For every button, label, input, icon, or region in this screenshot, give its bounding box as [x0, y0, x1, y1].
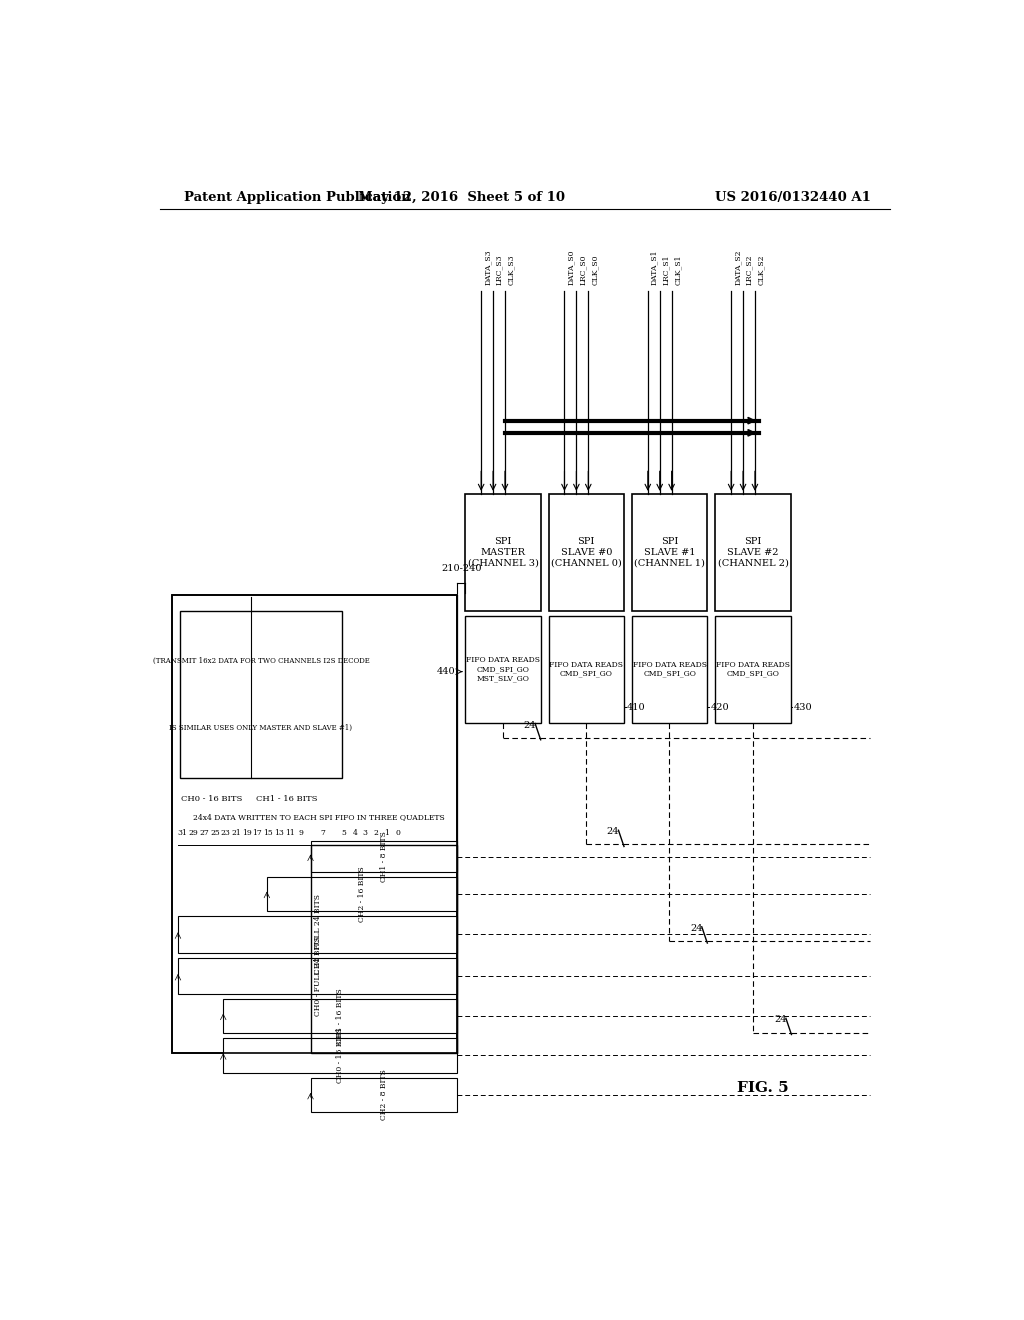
- Text: CH1 - 8 BITS: CH1 - 8 BITS: [380, 832, 388, 882]
- Bar: [223, 1038, 458, 1073]
- Text: 13: 13: [273, 829, 284, 837]
- Text: 420: 420: [711, 702, 729, 711]
- Bar: [465, 615, 541, 722]
- Text: 0: 0: [395, 829, 400, 837]
- Text: 31: 31: [177, 829, 187, 837]
- Bar: [549, 615, 624, 722]
- Text: DATA_S3: DATA_S3: [483, 249, 492, 285]
- Bar: [172, 595, 458, 1053]
- Text: FIFO DATA READS
CMD_SPI_GO: FIFO DATA READS CMD_SPI_GO: [549, 660, 624, 677]
- Text: 24: 24: [690, 924, 702, 933]
- Bar: [179, 611, 342, 779]
- Text: DATA_S1: DATA_S1: [650, 249, 658, 285]
- Text: SPI
SLAVE #1
(CHANNEL 1): SPI SLAVE #1 (CHANNEL 1): [634, 537, 706, 568]
- Text: US 2016/0132440 A1: US 2016/0132440 A1: [715, 190, 871, 203]
- Text: LRC_S0: LRC_S0: [579, 255, 587, 285]
- Text: DATA_S2: DATA_S2: [733, 249, 741, 285]
- Text: CH2 - 8 BITS: CH2 - 8 BITS: [380, 1069, 388, 1121]
- Bar: [715, 494, 791, 611]
- Text: SPI
SLAVE #0
(CHANNEL 0): SPI SLAVE #0 (CHANNEL 0): [551, 537, 622, 568]
- Bar: [549, 494, 624, 611]
- Text: CH3 - FULL 24 BITS: CH3 - FULL 24 BITS: [313, 895, 322, 974]
- Text: 5: 5: [341, 829, 346, 837]
- Bar: [632, 615, 708, 722]
- Bar: [172, 595, 458, 1053]
- Text: LRC_S1: LRC_S1: [663, 255, 670, 285]
- Bar: [178, 916, 458, 953]
- Bar: [310, 846, 458, 1053]
- Text: 410: 410: [627, 702, 646, 711]
- Text: DATA_S0: DATA_S0: [567, 249, 574, 285]
- Text: 2: 2: [374, 829, 379, 837]
- Text: 440: 440: [437, 667, 456, 676]
- Text: CH0 - 16 BITS: CH0 - 16 BITS: [336, 1027, 344, 1084]
- Text: CLK_S3: CLK_S3: [507, 255, 515, 285]
- Bar: [715, 615, 791, 722]
- Text: 7: 7: [319, 829, 325, 837]
- Text: CH0 - 16 BITS: CH0 - 16 BITS: [180, 795, 242, 803]
- Bar: [267, 876, 458, 911]
- Text: 23: 23: [221, 829, 230, 837]
- Text: CLK_S2: CLK_S2: [758, 255, 765, 285]
- Bar: [465, 494, 541, 611]
- Text: SPI
MASTER
(CHANNEL 3): SPI MASTER (CHANNEL 3): [468, 537, 539, 568]
- Text: CH1 - 16 BITS: CH1 - 16 BITS: [256, 795, 317, 803]
- Text: 1: 1: [384, 829, 389, 837]
- Text: 27: 27: [200, 829, 209, 837]
- Text: FIFO DATA READS
CMD_SPI_GO: FIFO DATA READS CMD_SPI_GO: [716, 660, 790, 677]
- Text: 11: 11: [285, 829, 295, 837]
- Text: FIFO DATA READS
CMD_SPI_GO
MST_SLV_GO: FIFO DATA READS CMD_SPI_GO MST_SLV_GO: [466, 656, 540, 682]
- Text: 25: 25: [210, 829, 220, 837]
- Text: CLK_S0: CLK_S0: [591, 255, 599, 285]
- Text: CH1 - 16 BITS: CH1 - 16 BITS: [336, 987, 344, 1044]
- Bar: [310, 1078, 458, 1111]
- Text: Patent Application Publication: Patent Application Publication: [183, 190, 411, 203]
- Bar: [310, 841, 458, 873]
- Text: 9: 9: [299, 829, 303, 837]
- Bar: [178, 958, 458, 994]
- Text: 24: 24: [607, 828, 620, 837]
- Text: (TRANSMIT 16x2 DATA FOR TWO CHANNELS I2S DECODE: (TRANSMIT 16x2 DATA FOR TWO CHANNELS I2S…: [153, 657, 370, 665]
- Text: LRC_S3: LRC_S3: [496, 255, 504, 285]
- Text: CH2 - 16 BITS: CH2 - 16 BITS: [358, 866, 367, 921]
- Text: CH0 - FULL 24 BITS: CH0 - FULL 24 BITS: [313, 936, 322, 1016]
- Text: 210-240: 210-240: [441, 564, 481, 573]
- Text: 21: 21: [231, 829, 241, 837]
- Text: SPI
SLAVE #2
(CHANNEL 2): SPI SLAVE #2 (CHANNEL 2): [718, 537, 788, 568]
- Text: FIG. 5: FIG. 5: [737, 1081, 788, 1096]
- Text: May 12, 2016  Sheet 5 of 10: May 12, 2016 Sheet 5 of 10: [357, 190, 565, 203]
- Text: 19: 19: [242, 829, 252, 837]
- Text: 17: 17: [253, 829, 262, 837]
- Text: FIFO DATA READS
CMD_SPI_GO: FIFO DATA READS CMD_SPI_GO: [633, 660, 707, 677]
- Text: 3: 3: [362, 829, 368, 837]
- Text: 15: 15: [263, 829, 273, 837]
- Text: IS SIMILAR USES ONLY MASTER AND SLAVE #1): IS SIMILAR USES ONLY MASTER AND SLAVE #1…: [169, 725, 352, 733]
- Text: LRC_S2: LRC_S2: [745, 255, 754, 285]
- Bar: [223, 999, 458, 1032]
- Bar: [632, 494, 708, 611]
- Text: CLK_S1: CLK_S1: [674, 255, 682, 285]
- Text: 24x4 DATA WRITTEN TO EACH SPI FIFO IN THREE QUADLETS: 24x4 DATA WRITTEN TO EACH SPI FIFO IN TH…: [193, 813, 444, 821]
- Text: 4: 4: [352, 829, 357, 837]
- Text: 29: 29: [188, 829, 198, 837]
- Text: 24: 24: [523, 721, 536, 730]
- Text: 24: 24: [774, 1015, 786, 1024]
- Text: 430: 430: [794, 702, 812, 711]
